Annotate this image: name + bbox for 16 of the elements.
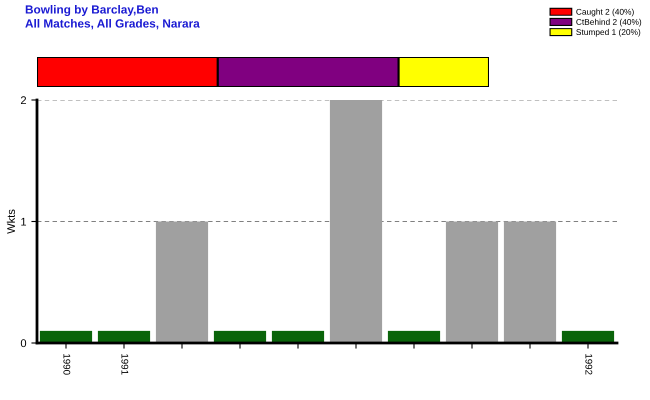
bar: [504, 222, 556, 343]
y-tick-label: 2: [20, 96, 26, 104]
x-tick-label: 1991: [121, 354, 128, 375]
legend-label: Stumped 1 (20%): [576, 28, 640, 37]
x-tick-label: 1990: [63, 354, 70, 375]
y-tick-label: 1: [21, 218, 26, 226]
bar: [446, 222, 498, 343]
bar: [330, 100, 382, 343]
legend-label: CtBehind 2 (40%): [576, 18, 642, 27]
y-axis-title: Wkts: [6, 210, 15, 234]
y-tick-label: 0: [20, 339, 26, 348]
legend-label: Caught 2 (40%): [576, 8, 634, 16]
chart-title: Bowling by Barclay,Ben: [26, 5, 158, 16]
chart-subtitle: All Matches, All Grades, Narara: [25, 19, 200, 30]
x-tick-label: 1992: [585, 354, 592, 375]
bar: [156, 222, 208, 343]
